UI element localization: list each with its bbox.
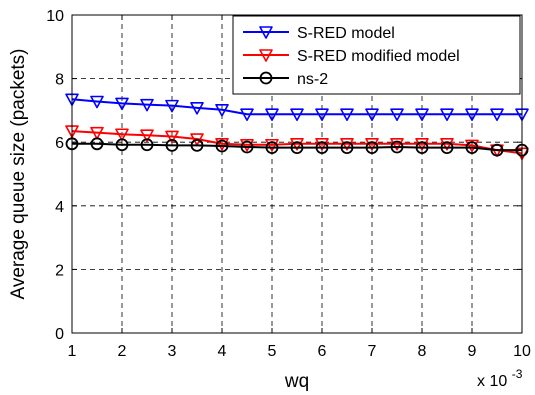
data-point-ns-2 (215, 139, 229, 153)
data-point-ns-2 (415, 141, 429, 155)
x-multiplier-base: x 10 (477, 373, 507, 390)
data-point-s-red-model (115, 97, 129, 111)
data-point-s-red-modified-model (140, 129, 154, 143)
legend-label-ns-2: ns-2 (297, 71, 328, 88)
data-point-s-red-modified-model (115, 128, 129, 142)
data-point-s-red-model (90, 95, 104, 109)
data-point-s-red-model (340, 108, 354, 122)
data-point-ns-2 (115, 138, 129, 152)
data-point-s-red-modified-model (165, 130, 179, 144)
y-axis-label: Average queue size (packets) (8, 48, 29, 299)
x-tick-label: 3 (168, 343, 177, 360)
data-point-s-red-model (215, 103, 229, 117)
data-point-s-red-modified-model (340, 137, 354, 151)
x-tick-label: 5 (268, 343, 277, 360)
legend-label-s-red-modified-model: S-RED modified model (297, 48, 460, 65)
data-point-ns-2 (465, 141, 479, 155)
legend-box (232, 15, 521, 95)
plot-frame (71, 14, 523, 334)
x-multiplier-exponent: -3 (512, 367, 523, 381)
data-point-ns-2 (365, 141, 379, 155)
data-point-s-red-modified-model (440, 137, 454, 151)
data-point-s-red-model (365, 108, 379, 122)
legend-marker-ns-2 (259, 71, 273, 85)
data-point-ns-2 (440, 141, 454, 155)
data-point-s-red-modified-model (290, 137, 304, 151)
data-point-s-red-model (440, 108, 454, 122)
data-point-ns-2 (290, 141, 304, 155)
x-tick-label: 8 (418, 343, 427, 360)
data-point-s-red-model (290, 108, 304, 122)
data-point-ns-2 (340, 141, 354, 155)
data-point-s-red-model (140, 98, 154, 112)
data-point-s-red-model (415, 108, 429, 122)
data-point-ns-2 (490, 143, 504, 157)
data-point-s-red-modified-model (215, 137, 229, 151)
data-point-ns-2 (90, 137, 104, 151)
data-point-s-red-modified-model (365, 137, 379, 151)
data-point-s-red-modified-model (465, 139, 479, 153)
data-point-s-red-modified-model (390, 137, 404, 151)
data-point-s-red-modified-model (315, 137, 329, 151)
y-tick-label: 2 (55, 262, 64, 279)
grid-lines (72, 15, 522, 333)
y-tick-label: 10 (46, 8, 64, 25)
data-point-ns-2 (390, 140, 404, 154)
series-s-red-model (65, 93, 529, 122)
x-tick-label: 2 (118, 343, 127, 360)
axis-ticks: 1 2 3 4 5 6 7 8 9 10 0 2 4 6 8 10 (46, 8, 531, 360)
x-tick-label: 10 (513, 343, 531, 360)
x-tick-label: 6 (318, 343, 327, 360)
y-tick-label: 8 (55, 72, 64, 89)
data-point-s-red-model (490, 108, 504, 122)
data-point-s-red-model (190, 102, 204, 115)
x-tick-label: 9 (468, 343, 477, 360)
data-point-ns-2 (265, 141, 279, 155)
legend-marker-s-red-model (259, 26, 273, 39)
y-tick-label: 4 (55, 199, 64, 216)
x-tick-label: 4 (218, 343, 227, 360)
data-point-ns-2 (190, 138, 204, 152)
series-line-ns-2 (72, 142, 522, 152)
series-line-s-red-modified-model (71, 130, 523, 155)
data-point-s-red-model (390, 108, 404, 122)
data-point-s-red-modified-model (415, 137, 429, 151)
data-point-s-red-modified-model (190, 133, 204, 146)
data-point-s-red-modified-model (265, 138, 279, 152)
data-point-s-red-modified-model (90, 126, 104, 140)
data-point-s-red-model (240, 108, 254, 122)
data-point-s-red-model (265, 108, 279, 122)
y-tick-label: 0 (55, 326, 64, 343)
x-tick-label: 7 (368, 343, 377, 360)
data-point-ns-2 (140, 138, 154, 152)
data-point-s-red-modified-model (240, 138, 254, 152)
data-point-ns-2 (240, 140, 254, 154)
data-point-s-red-model (465, 108, 479, 122)
y-tick-label: 6 (55, 135, 64, 152)
data-point-s-red-model (315, 108, 329, 122)
legend: S-RED model S-RED modified model ns-2 (232, 15, 521, 95)
data-point-s-red-model (165, 99, 179, 113)
x-axis-label: wq (284, 371, 309, 392)
x-tick-label: 1 (68, 343, 77, 360)
legend-label-s-red-model: S-RED model (297, 25, 395, 42)
legend-marker-s-red-modified-model (259, 49, 273, 62)
x-axis-multiplier: x 10 -3 (477, 367, 523, 390)
data-point-ns-2 (315, 141, 329, 155)
data-point-ns-2 (165, 138, 179, 152)
series-line-s-red-model (71, 98, 522, 116)
